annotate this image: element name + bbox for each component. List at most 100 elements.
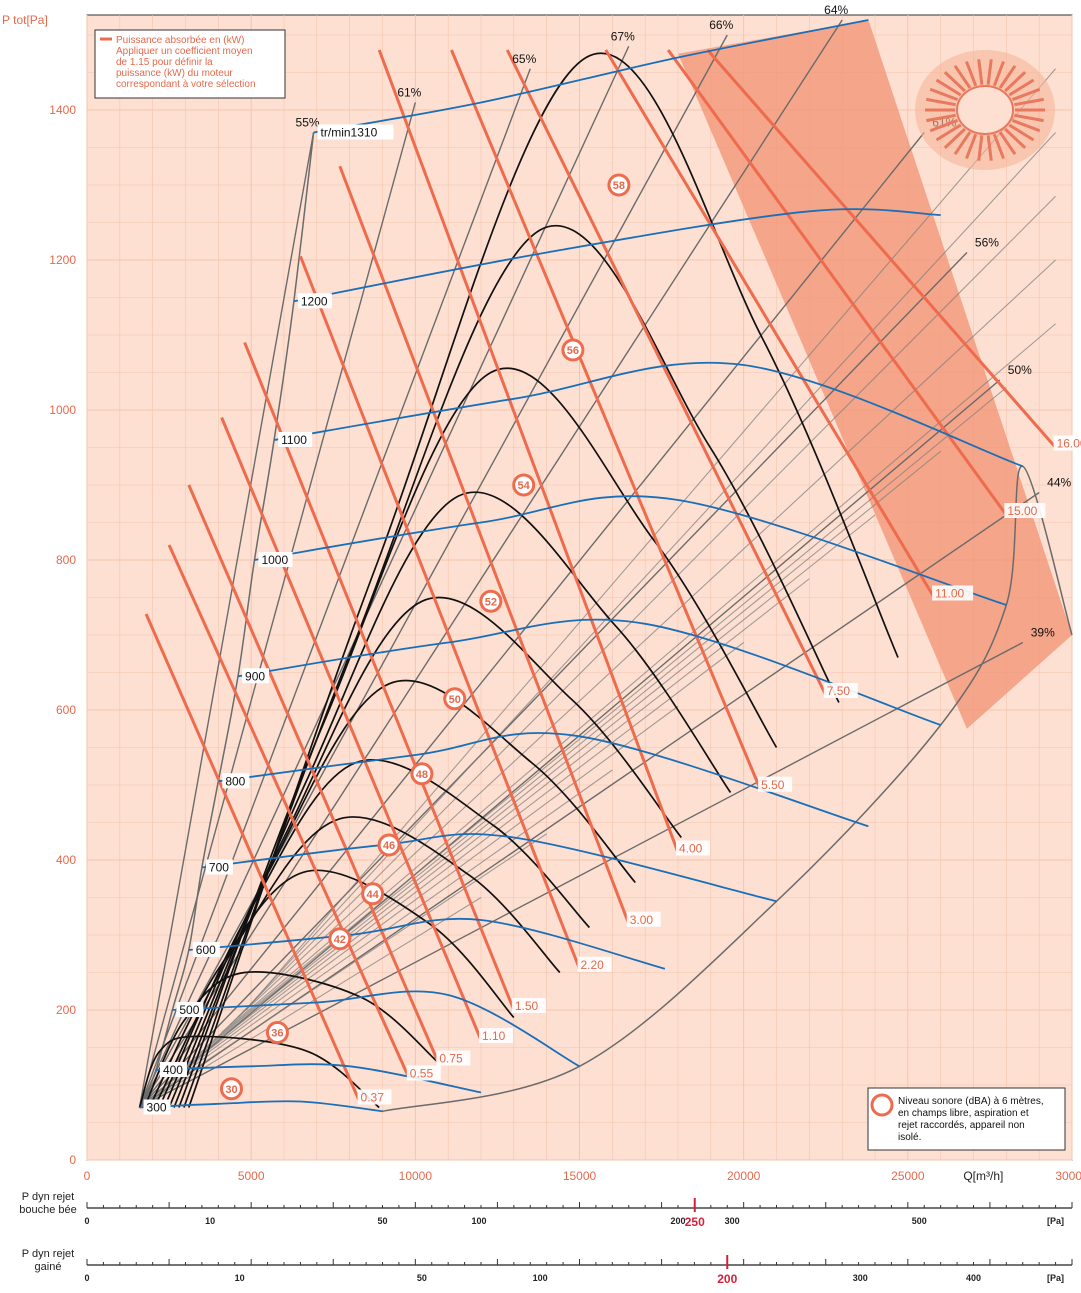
scale-tick-label: 0 [84,1216,89,1226]
power-line [706,49,1057,449]
speed-curve [172,990,580,1068]
power-label-bg [932,585,974,601]
speed-curve [293,208,941,303]
efficiency-grid-line [221,259,1056,1033]
speed-label-bg [192,942,220,957]
efficiency-line [139,252,968,1108]
speed-label: 1200 [301,294,328,308]
speed-label: tr/min1310 [321,126,378,140]
sound-curve [163,679,636,1108]
power-label-bg [626,911,661,927]
sound-badge [377,833,401,857]
power-line [187,484,440,1064]
sound-badge [328,927,352,951]
fan-hub [956,85,1014,135]
fan-blade [1004,71,1027,93]
efficiency-grid-line [213,323,1056,1041]
efficiency-grid-line [155,769,613,1093]
speed-label-bg [159,1062,187,1077]
scale-label: bouche bée [19,1204,77,1216]
efficiency-line [138,34,728,1108]
scale-label: P dyn rejet [22,1248,74,1260]
y-axis-title: P tot[Pa] [2,13,48,27]
y-tick-label: 1200 [49,253,76,267]
power-line [338,165,631,925]
x-tick-label: 25000 [891,1169,925,1183]
power-line [144,613,361,1103]
sound-curve [148,869,515,1108]
speed-curve [201,833,777,903]
speed-label-bg [143,1099,171,1115]
x-tick-label: 5000 [238,1169,265,1183]
power-label-bg [436,1050,471,1066]
power-label: 3.00 [630,913,654,927]
power-label: 5.50 [761,778,785,792]
efficiency-line [138,132,315,1108]
power-line [220,416,483,1041]
fan-blade [926,113,956,123]
power-label: 16.00 [1057,437,1081,451]
speed-label-bg [258,552,293,567]
fan-blade [1014,97,1044,107]
efficiency-label: 67% [611,29,635,43]
power-line [377,49,680,854]
fan-blade [965,60,978,87]
power-label: 15.00 [1007,504,1037,518]
power-label: 7.50 [827,684,851,698]
speed-label: 600 [196,943,216,957]
speed-curve [188,917,666,970]
speed-label-bg [278,432,313,447]
sound-badge [219,1077,243,1101]
power-label-bg [1004,503,1046,518]
y-tick-label: 1000 [49,403,76,417]
fan-blade [992,60,1005,87]
sound-badge [479,589,503,613]
scale-tick-label: 400 [966,1273,981,1283]
sound-badge-label: 54 [518,480,531,492]
sound-badge [561,338,585,362]
fan-blade [1011,87,1041,102]
efficiency-label: 61% [397,86,421,100]
efficiency-label: 44% [1047,476,1071,490]
power-label-bg [479,1028,513,1043]
power-label-bg [1053,435,1081,451]
legend-line: de 1.15 pour définir la [116,57,213,68]
fan-blade [935,123,962,142]
efficiency-label: 50% [1008,363,1032,377]
fan-blade [935,78,962,97]
efficiency-label: 55% [296,116,320,130]
y-tick-label: 400 [56,853,76,867]
sound-badge [410,762,434,786]
power-label-bg [511,998,546,1013]
note-line: en champs libre, aspiration et [898,1108,1029,1119]
fan-blade [1008,123,1035,142]
efficiency-label: 39% [1031,626,1055,640]
efficiency-label: 66% [709,18,733,32]
efficiency-grid-line [180,578,810,1071]
speed-label: 800 [225,774,245,788]
sound-curve [143,971,439,1108]
legend-line: Puissance absorbée en (kW) [116,35,244,46]
power-label: 1.10 [482,1029,506,1043]
y-tick-label: 0 [69,1153,76,1167]
power-label: 4.00 [679,842,703,856]
speed-label-bg [297,293,332,309]
efficiency-label: 56% [975,236,999,250]
x-tick-label: 10000 [399,1169,433,1183]
fan-wheel-image [915,50,1055,170]
speed-label-bg [317,124,394,140]
fan-blade [943,71,966,93]
efficiency-line [138,45,630,1108]
sound-curve [178,367,778,1108]
speed-curve [237,618,941,726]
fan-blade [992,133,1005,160]
y-tick-label: 1400 [49,103,76,117]
note-line: Niveau sonore (dBA) à 6 mètres, [898,1096,1044,1107]
sound-curve [187,52,899,1108]
fan-blade [929,87,959,102]
speed-curve [254,495,1007,606]
power-label: 0.37 [361,1091,385,1105]
power-line [604,49,936,599]
x-axis-title: Q[m³/h] [963,1169,1003,1183]
